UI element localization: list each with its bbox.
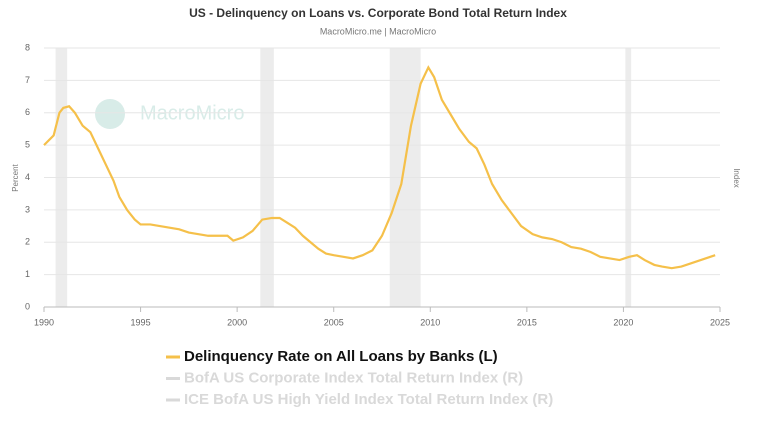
chart-subtitle: MacroMicro.me | MacroMicro bbox=[320, 26, 436, 36]
watermark-logo bbox=[95, 99, 125, 129]
y2-axis-label: Index bbox=[732, 168, 741, 188]
x-tick-label: 2000 bbox=[227, 317, 247, 327]
x-tick-label: 2005 bbox=[324, 317, 344, 327]
y-tick-label: 8 bbox=[25, 42, 30, 52]
y-tick-label: 4 bbox=[25, 172, 30, 182]
y-axis-label: Percent bbox=[11, 163, 20, 191]
x-tick-label: 2020 bbox=[613, 317, 633, 327]
y-tick-label: 7 bbox=[25, 75, 30, 85]
y-tick-label: 3 bbox=[25, 204, 30, 214]
x-tick-label: 2015 bbox=[517, 317, 537, 327]
data-line bbox=[43, 65, 716, 270]
x-tick-label: 1990 bbox=[34, 317, 54, 327]
x-tick-label: 2010 bbox=[420, 317, 440, 327]
y-tick-label: 6 bbox=[25, 107, 30, 117]
legend-label: BofA US Corporate Index Total Return Ind… bbox=[184, 369, 523, 386]
y-tick-label: 1 bbox=[25, 269, 30, 279]
chart-title: US - Delinquency on Loans vs. Corporate … bbox=[189, 6, 567, 20]
y-tick-label: 0 bbox=[25, 301, 30, 311]
legend-label: ICE BofA US High Yield Index Total Retur… bbox=[184, 391, 553, 408]
watermark: MacroMicro bbox=[140, 102, 244, 124]
legend-label: Delinquency Rate on All Loans by Banks (… bbox=[184, 348, 498, 365]
y-tick-label: 5 bbox=[25, 140, 30, 150]
x-tick-label: 1995 bbox=[131, 317, 151, 327]
x-tick-label: 2025 bbox=[710, 317, 730, 327]
y-tick-label: 2 bbox=[25, 237, 30, 247]
